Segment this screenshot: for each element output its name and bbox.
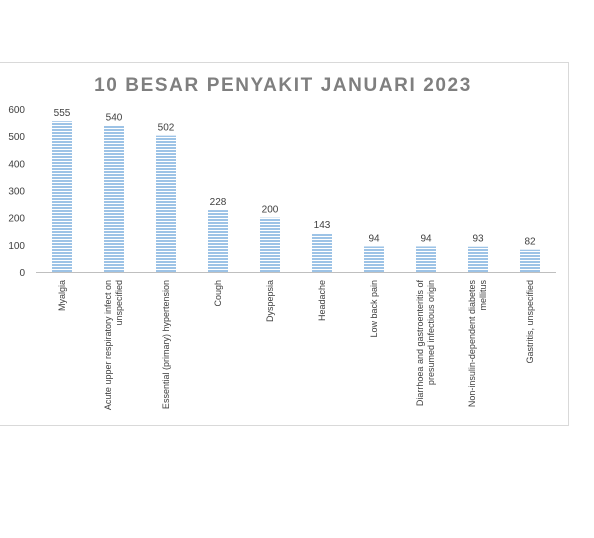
bar (156, 135, 176, 272)
x-category-label: Diarrhoea and gastroenteritis ofpresumed… (415, 280, 436, 407)
bar (260, 217, 280, 272)
y-tick-label: 300 (8, 187, 25, 198)
x-category-label: Headache (317, 280, 327, 321)
bar (208, 210, 228, 272)
x-axis: Myalgia Acute upper respiratory infect on… (36, 272, 556, 410)
data-label: 82 (524, 237, 536, 248)
bar (364, 246, 384, 272)
bar (468, 246, 488, 272)
data-label: 143 (314, 220, 331, 231)
y-tick-label: 100 (8, 241, 25, 252)
data-label: 94 (420, 233, 432, 244)
x-category-label: Gastritis, unspecified (525, 280, 535, 364)
x-category-label: Myalgia (57, 280, 67, 311)
bar (520, 249, 540, 272)
bars: 555 540 502 228 200 143 94 94 93 82 (52, 108, 540, 272)
x-category-label: Cough (213, 280, 223, 307)
data-label: 228 (210, 197, 227, 208)
data-label: 540 (106, 112, 123, 123)
bar (104, 125, 124, 272)
data-label: 93 (472, 234, 484, 245)
x-category-label: Low back pain (369, 280, 379, 338)
y-tick-label: 400 (8, 159, 25, 170)
x-category-label: Non-insulin-dependent diabetesmellitus (467, 280, 488, 408)
y-axis: 0 100 200 300 400 500 600 (8, 105, 25, 279)
data-label: 200 (262, 205, 279, 216)
y-tick-label: 600 (8, 105, 25, 116)
data-label: 555 (54, 108, 71, 119)
x-category-label: Acute upper respiratory infect onunspeci… (103, 280, 124, 410)
data-label: 94 (368, 233, 380, 244)
chart-frame (0, 62, 569, 426)
y-tick-label: 0 (19, 268, 25, 279)
x-category-label: Dyspepsia (265, 280, 275, 322)
chart-title: 10 BESAR PENYAKIT JANUARI 2023 (94, 75, 472, 96)
y-tick-label: 500 (8, 132, 25, 143)
data-label: 502 (158, 123, 175, 134)
bar (416, 246, 436, 272)
y-tick-label: 200 (8, 214, 25, 225)
bar (52, 121, 72, 272)
x-category-label: Essential (primary) hypertension (161, 280, 171, 409)
bar (312, 233, 332, 272)
